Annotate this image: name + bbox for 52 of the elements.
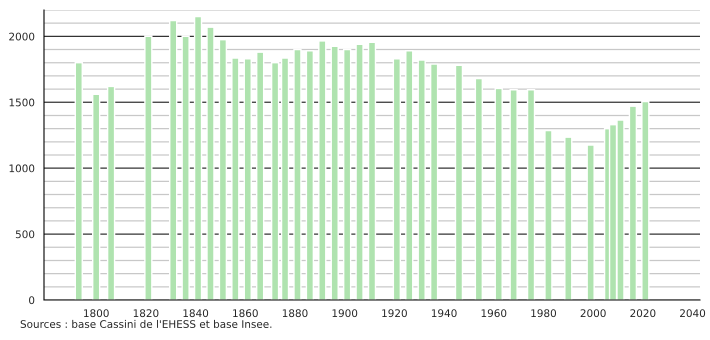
bar (526, 89, 536, 300)
bar (564, 136, 572, 300)
bar (405, 50, 414, 300)
bar (206, 26, 215, 300)
x-tick-label: 1940 (432, 309, 457, 318)
x-tick-label: 1860 (233, 309, 258, 318)
bar (392, 58, 402, 300)
bar (181, 36, 190, 300)
bar (494, 88, 503, 300)
x-tick-label: 2020 (630, 309, 656, 318)
bar (231, 57, 240, 300)
bar (318, 40, 326, 300)
bar (92, 94, 100, 300)
bar (586, 144, 595, 300)
x-tick-label: 1980 (531, 309, 556, 318)
y-tick-label: 2000 (9, 32, 34, 40)
bar (330, 46, 339, 300)
y-tick-label: 0 (29, 296, 34, 304)
bar (474, 78, 484, 300)
bar (218, 38, 228, 300)
bar (169, 20, 178, 300)
bar (106, 86, 116, 300)
bar (641, 100, 650, 300)
source-note: Sources : base Cassini de l'EHESS et base Insee. (20, 320, 272, 328)
bar (355, 44, 364, 300)
x-tick-label: 1920 (382, 309, 407, 318)
bar (144, 36, 153, 300)
bar (628, 106, 638, 300)
bar (454, 64, 464, 300)
bar (244, 58, 252, 300)
bar (342, 48, 352, 300)
bar (256, 51, 264, 300)
x-tick-label: 1800 (84, 309, 109, 318)
bar (418, 59, 426, 300)
bar (509, 89, 518, 300)
bar (293, 48, 302, 300)
bar (194, 16, 202, 300)
x-tick-label: 2000 (580, 309, 606, 318)
x-tick-label: 1840 (183, 309, 208, 318)
x-tick-label: 1900 (332, 309, 358, 318)
x-tick-label: 1820 (134, 309, 158, 318)
bar (306, 50, 314, 300)
bar (74, 62, 83, 300)
y-tick-label: 1500 (10, 98, 34, 106)
bar (368, 42, 376, 300)
y-tick-label: 500 (16, 230, 34, 238)
x-tick-label: 1880 (282, 309, 308, 318)
y-tick-label: 1000 (10, 164, 34, 172)
x-tick-label: 1960 (482, 309, 506, 318)
bar (430, 63, 438, 300)
bar (544, 130, 553, 300)
x-tick-label: 2040 (680, 309, 706, 318)
